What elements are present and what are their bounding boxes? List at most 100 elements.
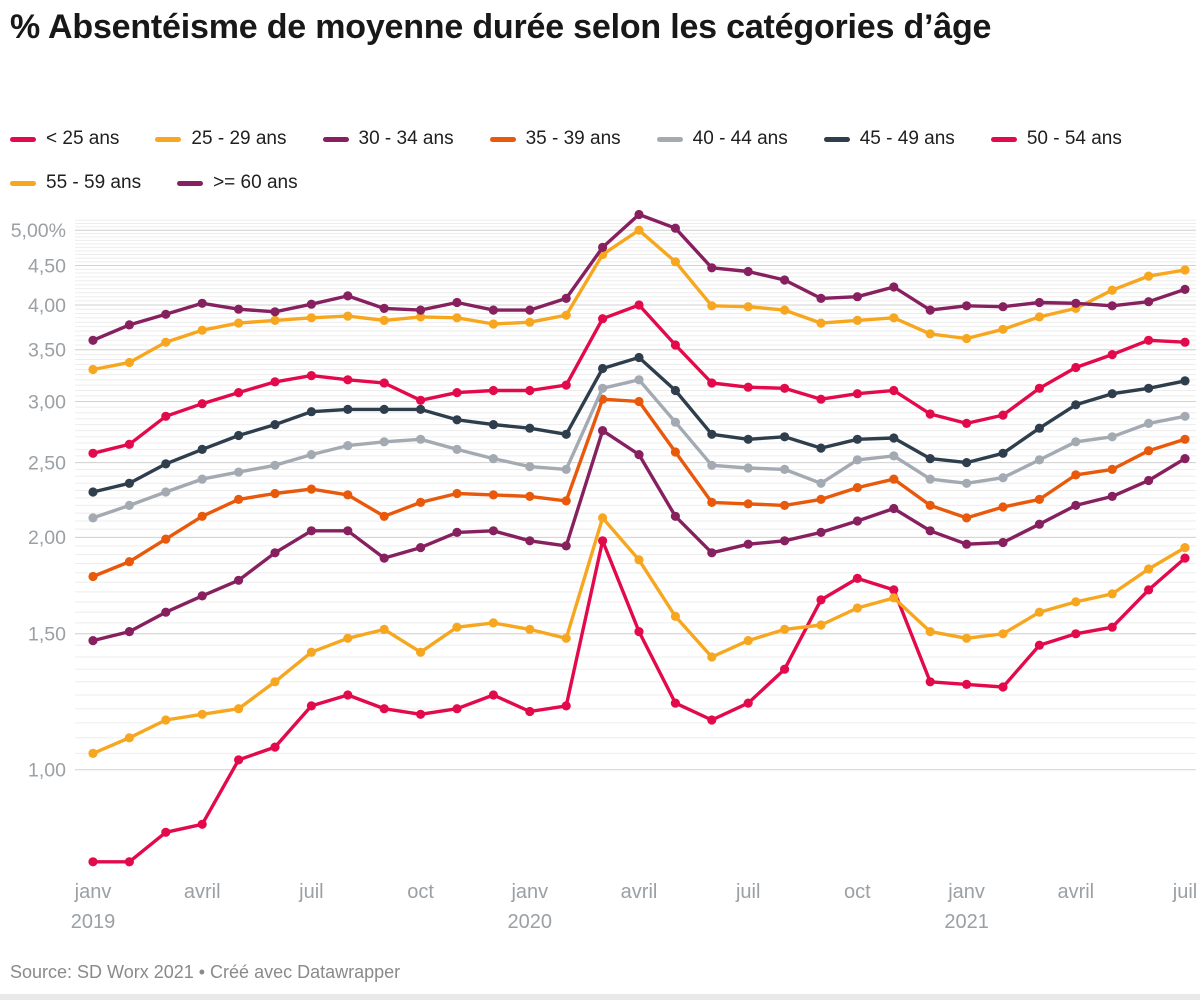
data-point — [416, 647, 426, 657]
data-point — [670, 511, 681, 521]
data-point — [889, 451, 899, 461]
data-point — [598, 426, 608, 436]
data-point — [234, 318, 244, 328]
x-tick-label: oct — [407, 881, 434, 903]
x-tick-label: avril — [184, 881, 221, 903]
data-point — [962, 333, 972, 344]
data-point — [962, 301, 972, 311]
data-point — [889, 585, 899, 595]
data-point — [1107, 350, 1117, 360]
series-dots-1 — [88, 536, 1190, 867]
data-point — [452, 388, 462, 398]
data-point — [707, 652, 717, 662]
data-point — [525, 385, 535, 396]
data-point — [488, 490, 498, 500]
data-point — [1180, 284, 1190, 294]
data-point — [452, 444, 462, 454]
data-point — [525, 462, 535, 472]
data-point — [1180, 553, 1190, 563]
data-point — [707, 429, 717, 439]
data-point — [306, 526, 316, 536]
data-point — [925, 454, 935, 464]
page-title: % Absentéisme de moyenne durée selon les… — [10, 8, 992, 46]
data-point — [634, 209, 644, 220]
data-point — [561, 380, 571, 390]
data-point — [379, 404, 389, 414]
data-point — [1071, 400, 1081, 410]
data-point — [889, 282, 899, 292]
data-point — [379, 704, 389, 714]
data-point — [343, 633, 353, 643]
data-point — [161, 309, 171, 319]
data-point — [270, 488, 280, 499]
data-point — [488, 454, 498, 464]
data-point — [488, 385, 498, 396]
y-axis-labels: 5,00% 4,50 4,00 3,50 3,00 2,50 2,00 1,50 1,00 — [11, 220, 66, 782]
data-point — [1180, 434, 1190, 444]
data-point — [925, 474, 935, 484]
data-point — [161, 715, 171, 725]
data-point — [88, 571, 98, 582]
legend: < 25 ans 25 - 29 ans 30 - 34 ans 35 - 39 an… — [10, 128, 1190, 194]
legend-color-dash-icon — [10, 180, 36, 186]
data-point — [743, 539, 753, 549]
data-point — [1071, 298, 1081, 308]
legend-color-dash-icon — [990, 136, 1017, 142]
data-point — [634, 225, 644, 235]
data-point — [88, 448, 98, 458]
data-point — [1107, 285, 1117, 295]
data-point — [306, 299, 316, 309]
data-point — [816, 394, 826, 404]
data-point — [962, 458, 972, 468]
data-point — [707, 497, 717, 507]
data-point — [525, 305, 535, 315]
x-tick-year-label: 2021 — [944, 911, 989, 933]
data-point — [1071, 629, 1081, 639]
data-point — [634, 300, 644, 310]
data-point — [743, 636, 753, 646]
data-point — [816, 527, 826, 537]
data-point — [270, 742, 280, 752]
series-dots-5 — [88, 375, 1190, 523]
data-point — [197, 325, 207, 335]
data-point — [561, 310, 571, 320]
legend-item-1: < 25 ans — [10, 128, 119, 150]
data-point — [270, 307, 280, 317]
data-point — [234, 304, 244, 314]
data-point — [1180, 265, 1190, 275]
data-point — [197, 591, 207, 601]
data-point — [161, 411, 171, 421]
data-point — [1144, 383, 1154, 393]
data-point — [1180, 543, 1190, 553]
data-point — [1107, 622, 1117, 632]
legend-item-3: 30 - 34 ans — [322, 128, 454, 150]
data-point — [416, 434, 426, 444]
y-tick-label: 5,00% — [11, 220, 66, 242]
data-point — [707, 263, 717, 273]
y-minor-gridlines — [75, 219, 1196, 754]
data-point — [780, 464, 790, 474]
data-point — [998, 682, 1008, 692]
data-point — [306, 313, 316, 323]
data-point — [197, 399, 207, 409]
series-dots-9 — [88, 209, 1190, 345]
data-point — [634, 352, 644, 363]
legend-item-8: 55 - 59 ans — [10, 172, 141, 194]
data-point — [488, 690, 498, 700]
data-point — [525, 624, 535, 634]
data-point — [270, 315, 280, 325]
data-point — [670, 447, 681, 457]
data-point — [998, 324, 1008, 334]
data-point — [962, 633, 972, 643]
series-dots-6 — [88, 352, 1190, 497]
data-point — [1034, 312, 1044, 322]
series-dots-7 — [88, 300, 1190, 458]
data-point — [998, 448, 1008, 458]
data-point — [743, 499, 753, 509]
data-point — [962, 539, 972, 549]
data-point — [343, 690, 353, 700]
data-point — [852, 292, 863, 302]
data-point — [343, 404, 353, 414]
data-point — [1107, 301, 1117, 311]
